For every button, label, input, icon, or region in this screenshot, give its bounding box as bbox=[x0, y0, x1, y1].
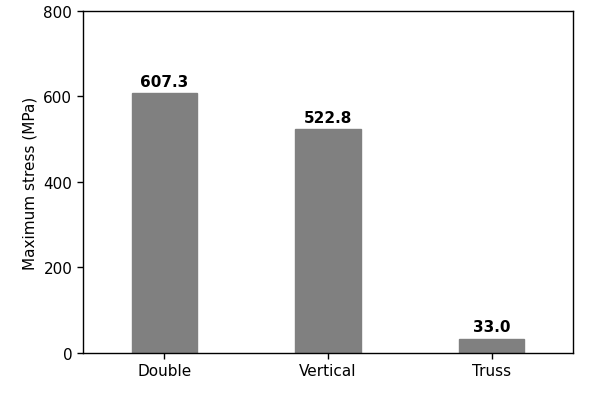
Bar bbox=[296, 130, 361, 353]
Text: 33.0: 33.0 bbox=[473, 320, 510, 334]
Bar bbox=[132, 94, 197, 353]
Text: 607.3: 607.3 bbox=[141, 75, 189, 90]
Y-axis label: Maximum stress (MPa): Maximum stress (MPa) bbox=[23, 96, 38, 269]
Bar bbox=[459, 339, 524, 353]
Text: 522.8: 522.8 bbox=[304, 111, 352, 126]
